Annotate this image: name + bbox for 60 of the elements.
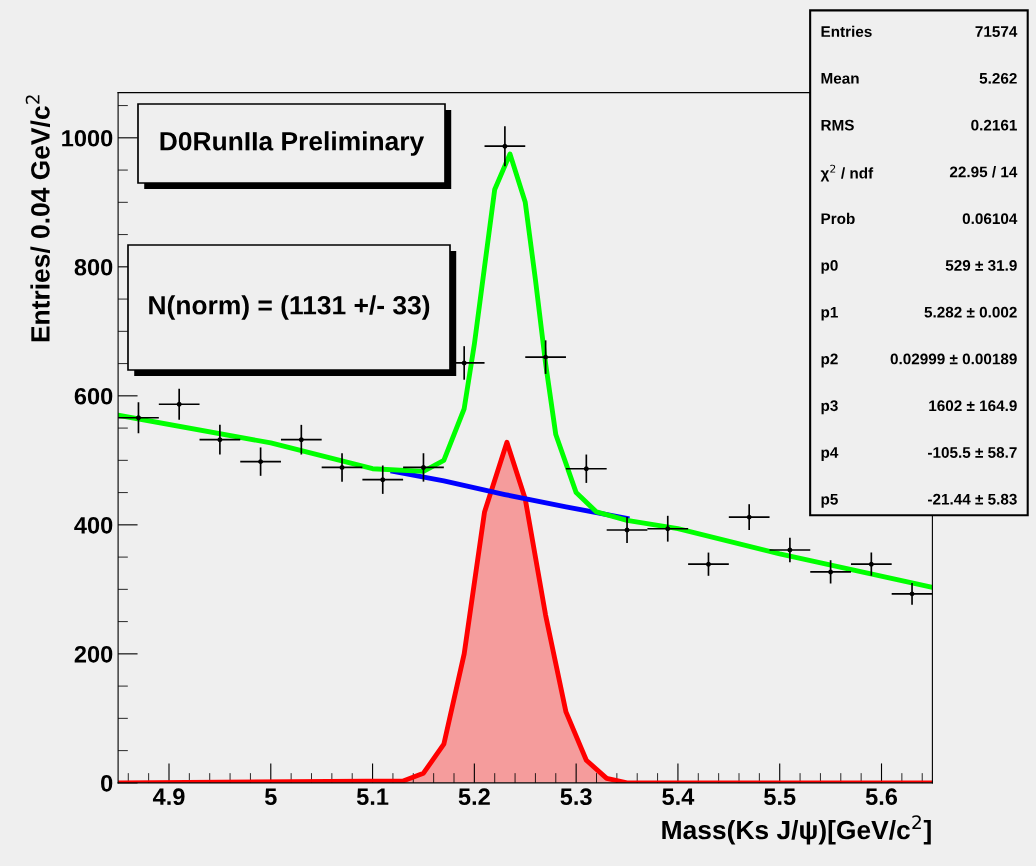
y-tick-label: 600: [74, 387, 113, 405]
text: Entries: [821, 25, 872, 38]
point: [543, 354, 549, 360]
point: [665, 526, 671, 532]
point: [380, 477, 386, 483]
point: [746, 514, 752, 520]
annotation: Prob: [821, 212, 855, 225]
point: [136, 415, 141, 421]
x-tick-label: 4.9: [152, 788, 185, 806]
y-axis-title: Entries/ 0.04 GeV/c$^{2}$: [25, 95, 51, 342]
point: [706, 561, 711, 567]
point: [421, 465, 426, 470]
text: 22.95 / 14: [949, 166, 1018, 178]
point: [868, 561, 874, 567]
annotation: -21.44 ± 5.83: [928, 493, 1017, 505]
x-axis-title: Mass(Ks J/ψ)[GeV/c$^{2}$]: [662, 815, 931, 845]
point: [502, 143, 508, 149]
point: [461, 360, 467, 366]
annotation: 1602 ± 164.9: [929, 400, 1017, 412]
point: [828, 569, 834, 575]
text: 0.2161: [971, 119, 1017, 131]
annotation: p2: [821, 353, 838, 368]
point: [909, 591, 915, 597]
x-tick-label: 5: [264, 788, 277, 806]
x-tick-label: 5.6: [865, 788, 898, 806]
annotation: 0.02999 ± 0.00189: [890, 353, 1017, 365]
text: 5.262: [979, 72, 1017, 84]
annotation: p5: [821, 493, 838, 508]
x-tick-label: 5.3: [560, 788, 592, 806]
annotation: p1: [821, 306, 838, 321]
point: [787, 547, 793, 553]
annotation: p3: [821, 400, 838, 415]
point: [339, 465, 345, 470]
y-tick-label: 1000: [62, 129, 113, 147]
y-tick-label: 800: [74, 258, 113, 276]
text: 529 ± 31.9: [945, 260, 1017, 271]
y-tick-label: 400: [74, 516, 113, 534]
x-tick-label: 5.4: [662, 788, 695, 806]
point: [217, 437, 223, 443]
text: 71574: [975, 26, 1018, 38]
point: [624, 527, 630, 533]
point: [298, 437, 304, 443]
y-tick-label: 0: [101, 774, 113, 792]
annotation: D0RunIIa Preliminary: [160, 131, 425, 156]
x-tick-label: 5.1: [356, 788, 389, 806]
annotation: N(norm) = (1131 +/- 33): [149, 295, 430, 320]
annotation: 5.282 ± 0.002: [924, 306, 1017, 318]
annotation: RMS: [821, 119, 854, 131]
y-tick-label: 200: [74, 645, 113, 663]
x-tick-label: 5.2: [458, 788, 490, 806]
annotation: -105.5 ± 58.7: [928, 447, 1017, 458]
text: 0.06104: [962, 213, 1018, 225]
point: [258, 459, 264, 465]
annotation: p0: [821, 260, 838, 274]
annotation: χ$^{2}$ / ndf: [820, 164, 874, 182]
x-tick-label: 5.5: [764, 788, 796, 806]
text: Mean: [821, 73, 859, 84]
point: [583, 466, 589, 472]
annotation: p4: [821, 447, 839, 461]
point: [176, 401, 182, 407]
